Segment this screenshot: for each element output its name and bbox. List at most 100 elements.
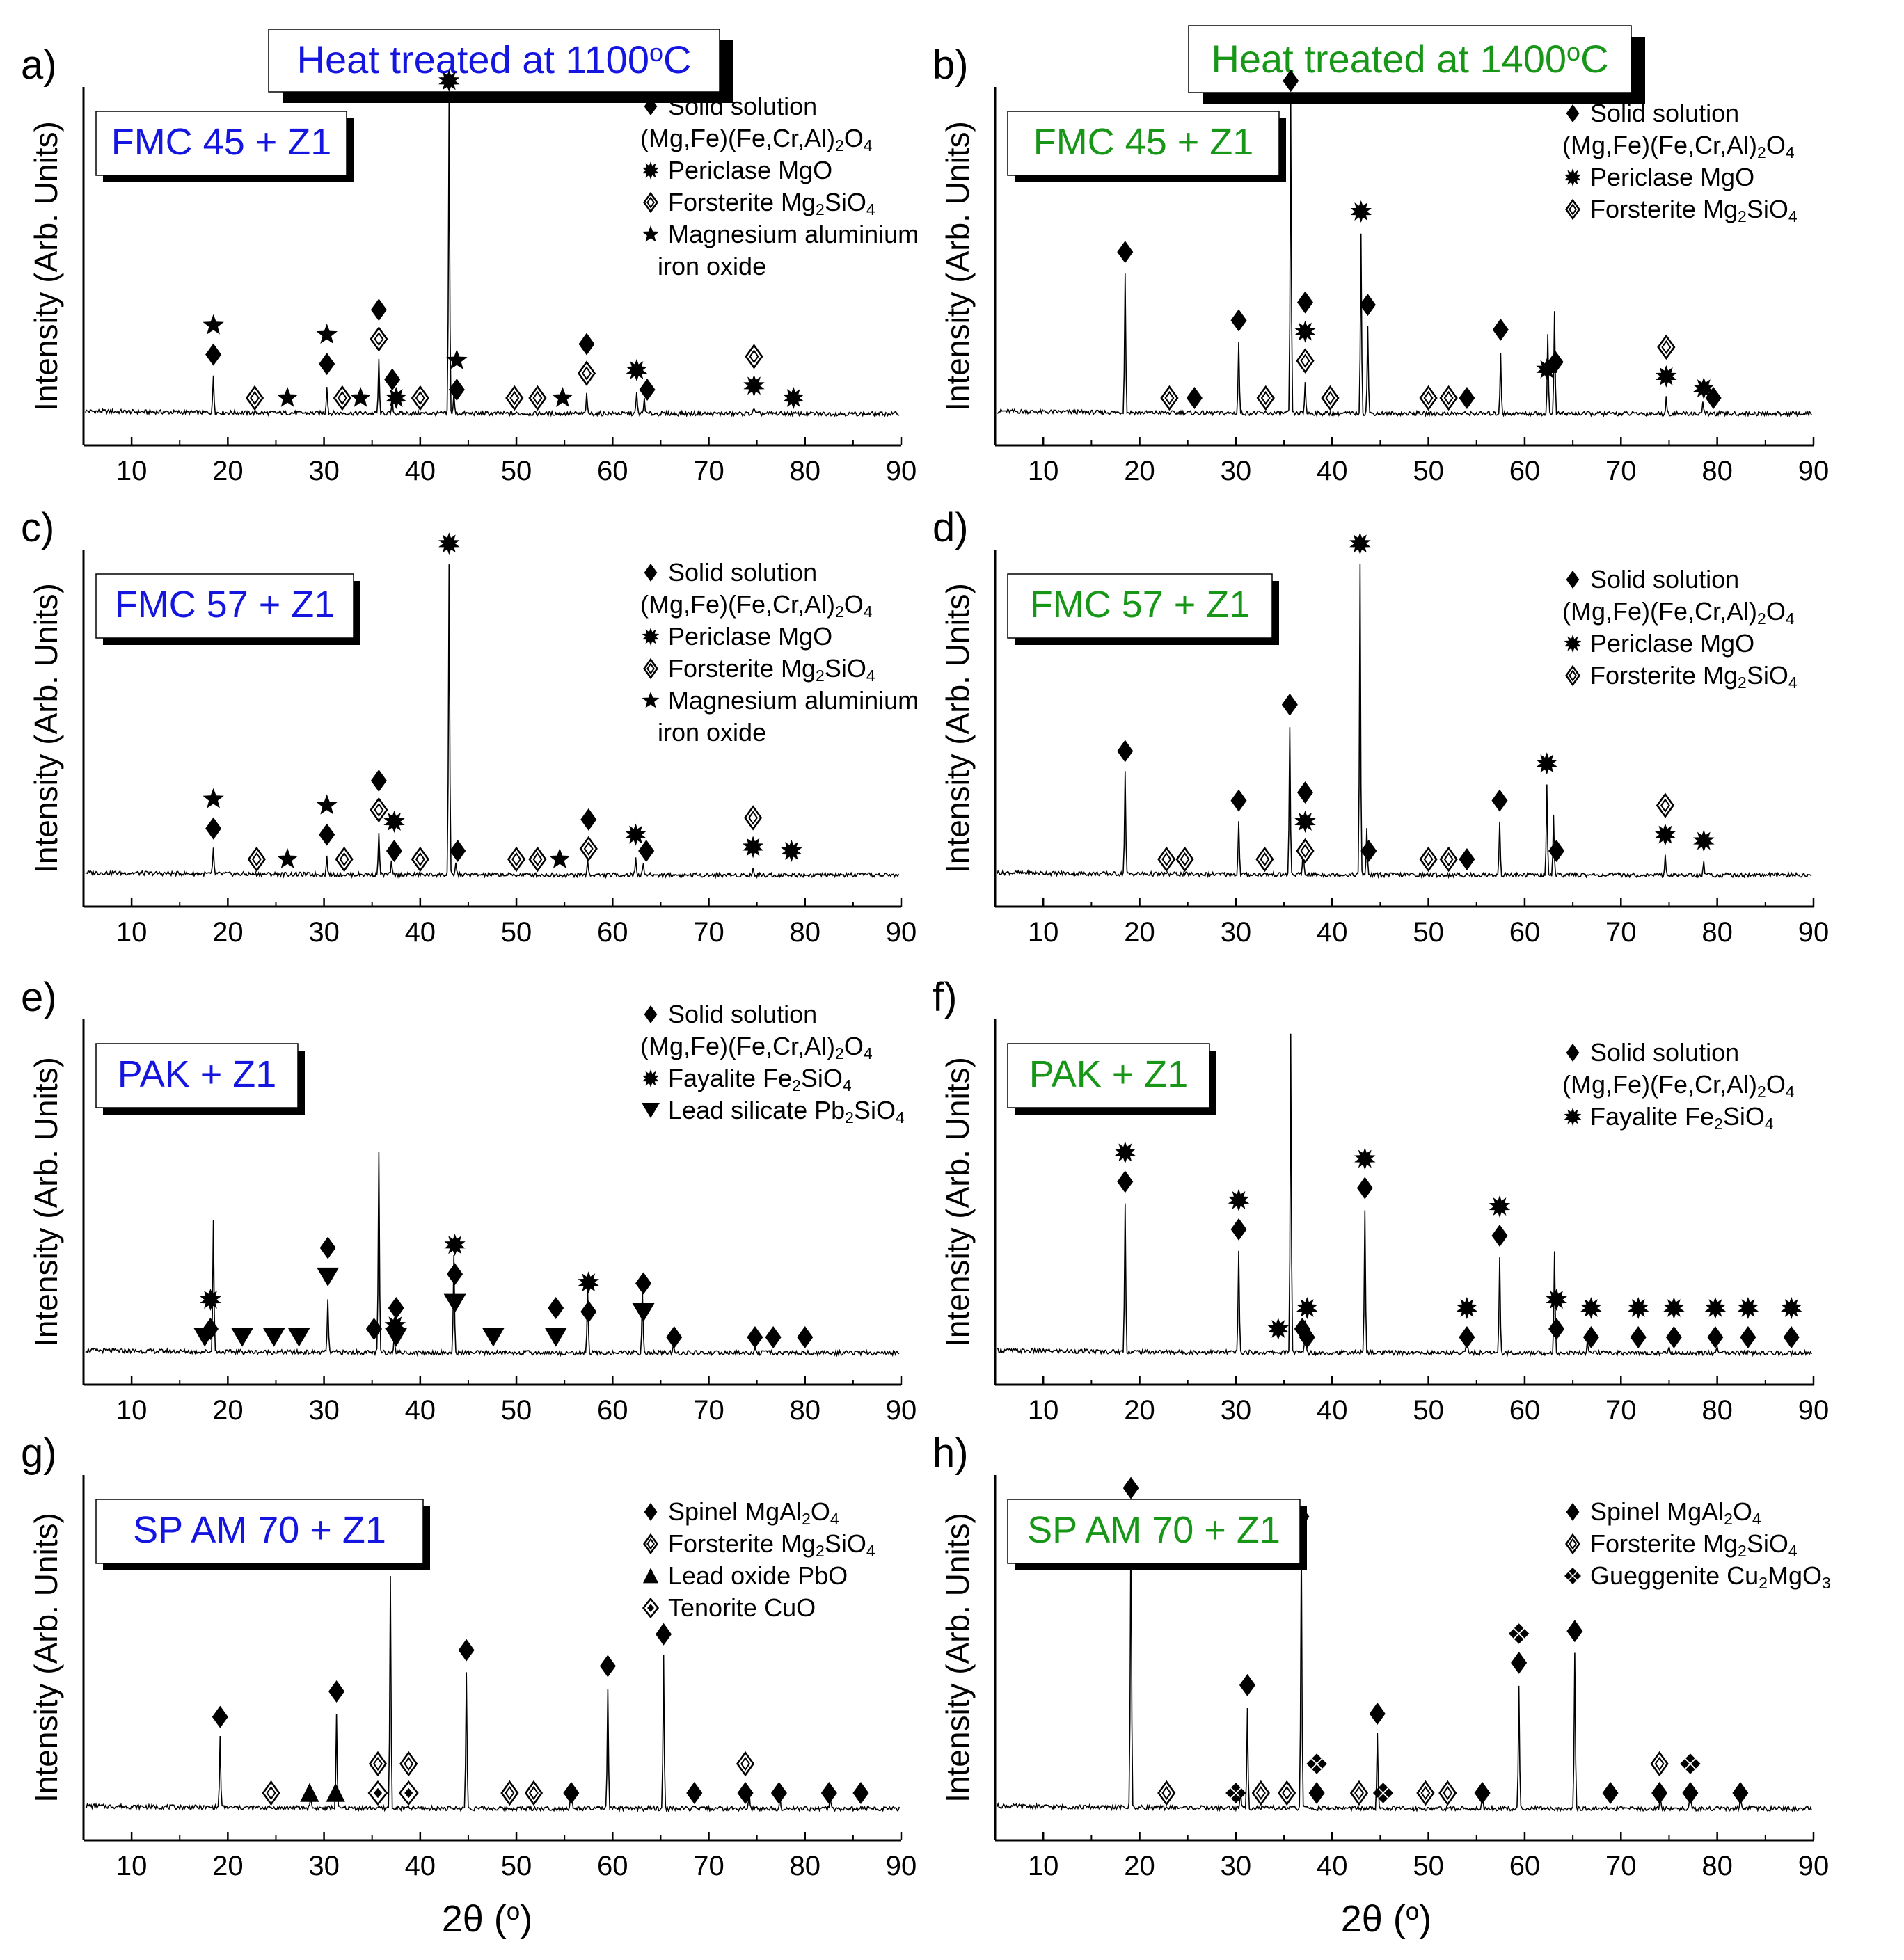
x-tick-label: 50 — [501, 917, 532, 948]
x-tick-label: 60 — [1509, 1851, 1541, 1881]
diamond_open-marker-inner — [1282, 1785, 1292, 1801]
x-tick-label: 50 — [501, 456, 532, 486]
diamond-marker — [1283, 70, 1299, 93]
diamond-marker — [450, 840, 466, 862]
diamond_open-marker — [743, 805, 763, 831]
diamond-marker — [1122, 1476, 1139, 1499]
panel-label: f) — [933, 975, 957, 1020]
legend-text: Forsterite Mg2SiO4 — [668, 654, 875, 685]
diamond_open-marker-inner — [373, 1756, 383, 1771]
diamond_open-marker — [1157, 846, 1176, 873]
panel-h: 10 20 30 40 50 60 70 80 90 Intensity (Arb. Units)… — [933, 1431, 1831, 1881]
burst-marker — [642, 1069, 660, 1087]
diamond-marker — [1281, 693, 1298, 716]
legend-text: (Mg,Fe)(Fe,Cr,Al)2O4 — [1562, 597, 1795, 628]
diamond_open-marker — [245, 385, 264, 411]
diamond-marker — [1602, 1782, 1619, 1804]
diamond_open-marker — [528, 385, 547, 411]
diamond_open-marker — [1175, 846, 1194, 873]
diamond_open-marker-inner — [1300, 843, 1310, 859]
x-tick-label: 90 — [886, 917, 917, 948]
legend-text: Forsterite Mg2SiO4 — [1590, 1529, 1798, 1560]
x-tick-label: 80 — [790, 1395, 821, 1426]
diamond_open-marker — [1416, 1780, 1435, 1806]
legend-text: iron oxide — [658, 252, 766, 280]
diamond_open-marker — [505, 385, 524, 411]
diamond-marker — [644, 1005, 658, 1023]
star-marker — [316, 794, 338, 815]
x-tick-label: 30 — [308, 456, 340, 486]
y-axis-label: Intensity (Arb. Units) — [28, 1513, 64, 1803]
star-marker — [276, 387, 299, 407]
x-tick-label: 60 — [1509, 456, 1541, 486]
sample-label: SP AM 70 + Z1 — [1027, 1509, 1280, 1551]
legend-text: (Mg,Fe)(Fe,Cr,Al)2O4 — [640, 1032, 873, 1062]
diamond-marker — [765, 1326, 782, 1348]
diamond_open-marker-inner — [749, 349, 759, 364]
clover-marker — [1685, 1753, 1695, 1763]
diamond_open-marker — [1157, 1780, 1176, 1806]
diamond-marker — [686, 1782, 703, 1804]
sample-box — [95, 1499, 424, 1564]
diamond-marker — [1582, 1326, 1599, 1348]
y-axis-label: Intensity (Arb. Units) — [28, 583, 64, 873]
diamond-marker — [644, 564, 658, 582]
x-tick-label: 10 — [116, 1851, 148, 1881]
diamond_open-marker-inner — [337, 390, 347, 406]
diamond-marker — [1296, 291, 1314, 314]
triangle_down-marker — [287, 1328, 310, 1347]
diamond_open-marker — [1255, 846, 1274, 873]
legend-text: Solid solution — [668, 92, 817, 120]
legend-text: Spinel MgAl2O4 — [668, 1497, 839, 1528]
diamond_open-marker-inner — [1161, 1785, 1172, 1801]
diamond_open-marker — [1419, 385, 1438, 411]
burst-marker — [642, 161, 660, 180]
star-marker — [446, 349, 468, 369]
legend-text: (Mg,Fe)(Fe,Cr,Al)2O4 — [640, 590, 873, 621]
diamond-marker — [1360, 840, 1377, 862]
x-tick-label: 50 — [1413, 1395, 1444, 1426]
legend-text: Solid solution — [668, 1000, 817, 1028]
diamond-marker — [1186, 387, 1203, 409]
diamond_open-marker-inner — [374, 802, 384, 818]
diamond_open-marker — [370, 797, 388, 823]
diamond-marker — [370, 298, 387, 321]
x-tick-label: 80 — [1701, 917, 1733, 948]
burst-marker — [783, 387, 804, 409]
star-marker — [349, 387, 372, 407]
burst-marker — [383, 811, 405, 833]
triangle_down-marker — [317, 1267, 340, 1287]
clover-marker — [1372, 1788, 1383, 1798]
sample-box — [95, 1043, 299, 1108]
diamond-marker — [1459, 1326, 1475, 1348]
diamond-marker — [384, 368, 401, 391]
legend-text: Forsterite Mg2SiO4 — [1590, 661, 1798, 692]
x-axis-label-1: 2θ (o) — [442, 1898, 533, 1940]
diamond-marker — [666, 1326, 683, 1348]
diamond-marker — [370, 770, 387, 792]
diamond-marker — [797, 1326, 814, 1348]
diamond_open-marker-inner — [583, 841, 594, 856]
diamond-marker — [1308, 1782, 1325, 1804]
x-tick-label: 60 — [597, 456, 628, 486]
burst-marker — [1267, 1318, 1289, 1340]
y-axis-label: Intensity (Arb. Units) — [28, 1057, 64, 1347]
x-tick-label: 50 — [1413, 456, 1444, 486]
x-tick-label: 70 — [1605, 917, 1637, 948]
clover-marker — [1312, 1764, 1322, 1774]
diamond_open-marker — [1439, 846, 1458, 873]
burst-marker — [1546, 1289, 1567, 1311]
diamond_open-marker-inner — [1161, 852, 1172, 867]
diamond_open-marker — [1650, 1751, 1669, 1777]
diamond_open-marker — [1256, 385, 1275, 411]
star-marker — [552, 387, 573, 407]
x-tick-label: 40 — [1317, 917, 1348, 948]
x-tick-label: 40 — [405, 1851, 436, 1881]
burst-marker — [1564, 168, 1582, 186]
diamond_open-marker-inner — [415, 390, 425, 406]
burst-marker — [1564, 635, 1582, 653]
diamond_open-marker — [745, 344, 763, 369]
star-marker — [316, 324, 338, 344]
burst-marker — [781, 840, 802, 862]
